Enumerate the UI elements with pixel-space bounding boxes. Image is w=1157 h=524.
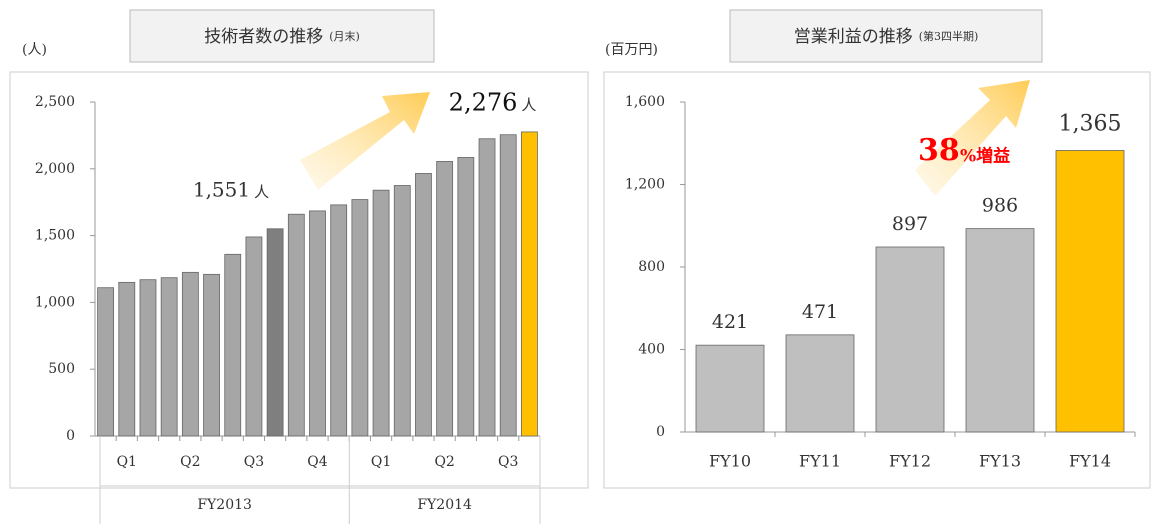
bar [351, 199, 369, 437]
bar [457, 157, 475, 437]
bar [499, 134, 517, 437]
bar [245, 236, 263, 437]
panel [603, 71, 1151, 489]
bar [266, 228, 284, 437]
bar [309, 210, 326, 437]
x-tick-label: FY14 [1069, 452, 1111, 471]
bar [203, 273, 220, 437]
title-box [129, 9, 435, 63]
x-tick-label: FY10 [709, 452, 751, 471]
subtitle: (月末) [329, 29, 360, 43]
arrow [915, 80, 1030, 196]
x-group-label: FY2014 [417, 497, 472, 513]
y-tick-label: 400 [638, 342, 665, 358]
bar [393, 185, 411, 437]
bar [695, 344, 765, 433]
growth-suffix: %増益 [960, 146, 1010, 167]
x-tick-label: FY13 [979, 452, 1021, 471]
bar [139, 279, 157, 437]
x-tick-label: Q1 [117, 454, 137, 470]
y-tick-label: 2,000 [35, 161, 75, 177]
bar [181, 271, 199, 437]
bar [436, 161, 454, 437]
x-tick-label: Q2 [180, 454, 200, 470]
x-tick-label: FY11 [799, 452, 841, 471]
subtitle: (第3四半期) [919, 29, 979, 43]
y-tick-label: 1,200 [625, 177, 665, 193]
bar [875, 246, 945, 433]
x-tick-label: Q2 [434, 454, 454, 470]
bar [785, 334, 855, 433]
x-tick-label: FY12 [889, 452, 931, 471]
value-label: 897 [892, 213, 928, 235]
value-label: 986 [982, 195, 1018, 217]
y-tick-label: 1,600 [625, 94, 665, 110]
annotation-unit: 人 [521, 96, 536, 114]
y-tick-label: 1,500 [35, 228, 75, 244]
bar [372, 189, 390, 437]
bar [415, 173, 432, 437]
y-tick-label: 0 [66, 428, 75, 444]
x-tick-label: Q3 [244, 454, 264, 470]
x-group-label: FY2013 [197, 497, 252, 513]
arrow [300, 92, 430, 190]
bar [521, 131, 538, 437]
panel [9, 71, 589, 489]
annotation-unit: 人 [254, 183, 269, 201]
value-label: 471 [802, 301, 838, 323]
y-tick-label: 0 [656, 424, 665, 440]
y-tick-label: 1,000 [35, 294, 75, 310]
chart-title: 技術者数の推移 (月末) [204, 27, 360, 47]
title: 営業利益の推移 [794, 27, 913, 47]
value-label: 421 [712, 311, 748, 333]
bar [1055, 150, 1125, 433]
value-label: 1,365 [1059, 111, 1122, 136]
bar [478, 138, 496, 437]
y-unit: (人) [22, 42, 47, 58]
bar [330, 204, 348, 437]
growth-number: 38 [918, 133, 960, 168]
y-tick-label: 800 [638, 259, 665, 275]
x-tick-label: Q3 [498, 454, 518, 470]
y-tick-label: 2,500 [35, 94, 75, 110]
x-tick-label: Q4 [307, 454, 327, 470]
bar [965, 228, 1035, 433]
bar [224, 253, 242, 437]
bar [97, 287, 114, 437]
x-tick-label: Q1 [371, 454, 391, 470]
y-unit: (百万円) [605, 42, 658, 58]
bar [287, 213, 305, 437]
bar [160, 277, 178, 437]
y-tick-label: 500 [48, 361, 75, 377]
annotation: 1,551 [193, 177, 250, 201]
title: 技術者数の推移 [204, 27, 323, 47]
annotation: 2,276 [449, 88, 518, 116]
bar [118, 281, 136, 437]
chart-title: 営業利益の推移 (第3四半期) [794, 27, 979, 47]
title-box [729, 9, 1043, 63]
